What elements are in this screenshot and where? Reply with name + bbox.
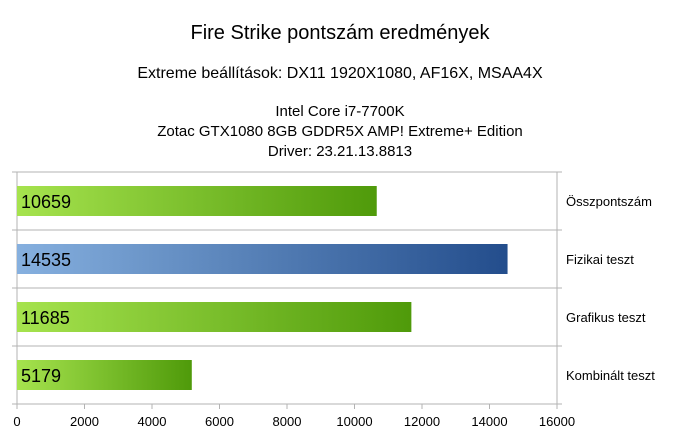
category-label: Összpontszám [566,194,652,209]
x-tick-label: 6000 [205,414,234,429]
driver-info: Driver: 23.21.13.8813 [267,143,413,160]
bar [17,244,508,274]
bars: 10659 Összpontszám 14535 Fizikai teszt 11685… [17,186,655,390]
category-label: Grafikus teszt [566,310,646,325]
bar-value-label: 11685 [21,308,70,328]
bar [17,302,412,332]
x-tick-label: 12000 [404,414,440,429]
category-label: Fizikai teszt [566,252,634,267]
bar-value-label: 5179 [21,366,61,386]
chart-subtitle: Extreme beállítások: DX11 1920X1080, AF1… [137,65,543,82]
x-tick-label: 2000 [70,414,99,429]
bar-value-label: 14535 [21,250,71,270]
bar [17,186,377,216]
cpu-info: Intel Core i7-7700K [275,103,405,120]
gpu-info: Zotac GTX1080 8GB GDDR5X AMP! Extreme+ E… [157,123,523,140]
x-tick-label: 0 [13,414,20,429]
x-tick-label: 14000 [471,414,507,429]
x-tick-label: 16000 [539,414,575,429]
x-tick-label: 10000 [336,414,372,429]
x-tick-label: 4000 [138,414,167,429]
x-tick-label: 8000 [273,414,302,429]
bar-value-label: 10659 [21,192,71,212]
chart-title: Fire Strike pontszám eredmények [190,22,490,44]
category-label: Kombinált teszt [566,368,655,383]
bar [17,360,192,390]
x-axis: 0 2000 4000 6000 8000 10000 12000 14000 16000 [13,404,575,429]
